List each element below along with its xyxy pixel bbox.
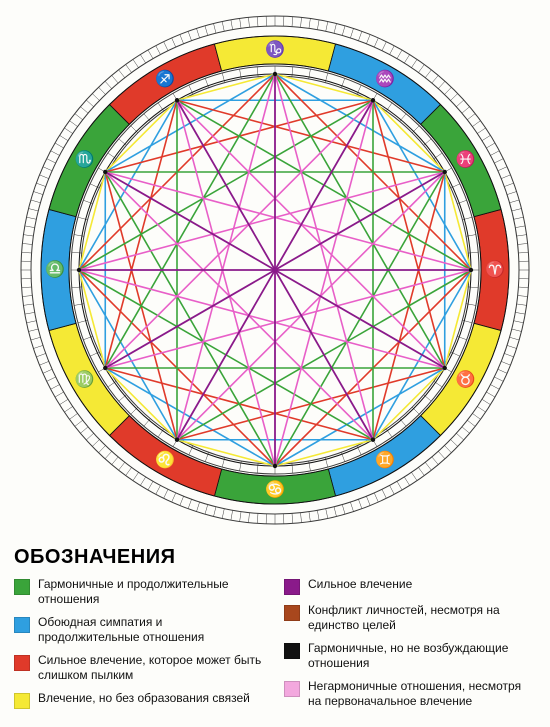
aspect-wheel-chart: ♈ ♉ ♊ ♋ ♌ ♍ ♎ ♏ ♐ ♑ ♒ ♓	[0, 0, 550, 540]
Gemini-glyph-icon: ♊	[375, 450, 395, 469]
legend-item: Сильное влечение, которое может быть сли…	[14, 653, 266, 683]
aspect-node	[77, 268, 81, 272]
aspect-node	[371, 98, 375, 102]
legend-label: Обоюдная симпатия и продолжительные отно…	[38, 615, 266, 645]
aspect-node	[175, 438, 179, 442]
legend-col-left: Гармоничные и продолжительные отношения О…	[14, 577, 266, 709]
aspect-node	[443, 170, 447, 174]
legend-label: Сильное влечение	[308, 577, 412, 592]
legend-label: Гармоничные и продолжительные отношения	[38, 577, 266, 607]
aspect-node	[443, 366, 447, 370]
Aries-glyph-icon: ♈	[485, 260, 505, 279]
legend-item: Сильное влечение	[284, 577, 536, 595]
aspect-node	[103, 366, 107, 370]
legend-swatch	[14, 579, 30, 595]
Aquarius-glyph-icon: ♒	[375, 69, 395, 88]
legend-swatch	[14, 693, 30, 709]
legend-label: Конфликт личностей, несмотря на единство…	[308, 603, 536, 633]
Virgo-glyph-icon: ♍	[75, 370, 95, 389]
legend-item: Гармоничные и продолжительные отношения	[14, 577, 266, 607]
legend-label: Сильное влечение, которое может быть сли…	[38, 653, 266, 683]
legend-label: Влечение, но без образования связей	[38, 691, 250, 706]
aspect-line	[105, 100, 373, 368]
legend-label: Негармоничные отношения, несмотря на пер…	[308, 679, 536, 709]
legend-col-right: Сильное влечение Конфликт личностей, несм…	[284, 577, 536, 709]
legend-swatch	[284, 681, 300, 697]
Libra-glyph-icon: ♎	[45, 260, 65, 279]
legend-title: ОБОЗНАЧЕНИЯ	[14, 546, 550, 569]
legend-swatch	[284, 605, 300, 621]
legend: Гармоничные и продолжительные отношения О…	[0, 577, 550, 709]
legend-label: Гармоничные, но не возбуждающие отношени…	[308, 641, 536, 671]
aspect-node	[371, 438, 375, 442]
legend-swatch	[14, 655, 30, 671]
aspect-node	[273, 72, 277, 76]
Leo-glyph-icon: ♌	[155, 450, 175, 469]
aspect-node	[175, 98, 179, 102]
Pisces-glyph-icon: ♓	[456, 150, 476, 169]
legend-item: Влечение, но без образования связей	[14, 691, 266, 709]
aspect-wheel-svg: ♈ ♉ ♊ ♋ ♌ ♍ ♎ ♏ ♐ ♑ ♒ ♓	[5, 0, 545, 540]
Sagittarius-glyph-icon: ♐	[155, 69, 175, 88]
aspect-line	[105, 172, 373, 440]
legend-swatch	[284, 579, 300, 595]
legend-item: Конфликт личностей, несмотря на единство…	[284, 603, 536, 633]
Taurus-glyph-icon: ♉	[456, 370, 476, 389]
legend-swatch	[14, 617, 30, 633]
aspect-node	[103, 170, 107, 174]
aspect-line	[177, 172, 445, 440]
legend-item: Обоюдная симпатия и продолжительные отно…	[14, 615, 266, 645]
Cancer-glyph-icon: ♋	[265, 480, 285, 499]
aspect-line	[177, 100, 445, 368]
legend-item: Гармоничные, но не возбуждающие отношени…	[284, 641, 536, 671]
aspect-node	[469, 268, 473, 272]
legend-item: Негармоничные отношения, несмотря на пер…	[284, 679, 536, 709]
Scorpio-glyph-icon: ♏	[75, 150, 95, 169]
Capricorn-glyph-icon: ♑	[265, 40, 285, 59]
aspect-node	[273, 464, 277, 468]
legend-swatch	[284, 643, 300, 659]
